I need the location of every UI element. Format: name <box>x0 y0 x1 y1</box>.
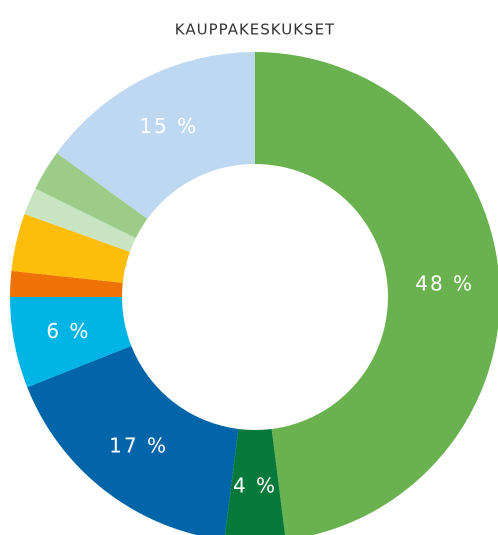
donut-slice <box>27 345 239 535</box>
slice-label: 4 % <box>233 474 277 498</box>
donut-slice <box>11 214 130 283</box>
donut-slice <box>10 297 132 388</box>
donut-slice <box>24 188 136 252</box>
donut-slice <box>224 428 286 535</box>
donut-slice <box>35 152 148 239</box>
slice-label: 15 % <box>139 114 198 138</box>
donut-slice <box>10 270 123 297</box>
chart-title: KAUPPAKESKUKSET <box>175 21 335 39</box>
donut-slice <box>255 52 498 535</box>
slice-label: 6 % <box>46 319 90 343</box>
slice-label: 48 % <box>415 272 474 296</box>
donut-slice <box>56 52 256 219</box>
slice-label: 17 % <box>109 434 168 458</box>
